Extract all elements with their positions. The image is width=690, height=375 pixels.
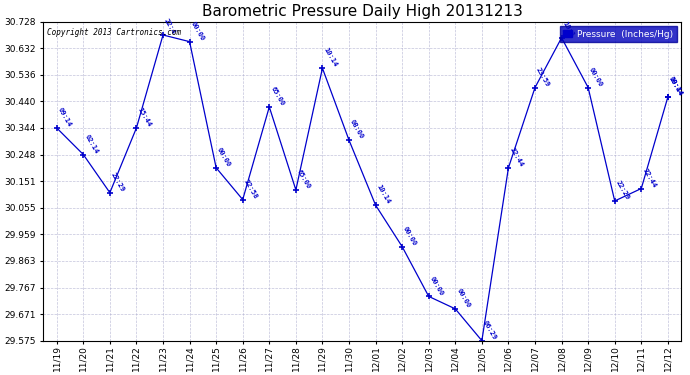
Text: 23:59: 23:59 [535,66,551,87]
Legend: Pressure  (Inches/Hg): Pressure (Inches/Hg) [560,26,677,42]
Text: 19:44: 19:44 [668,75,684,97]
Text: 22:44: 22:44 [509,146,524,168]
Text: 65:00: 65:00 [269,86,285,107]
Text: 22:58: 22:58 [243,178,259,200]
Text: 10:1: 10:1 [562,20,575,38]
Text: 10:14: 10:14 [322,47,338,68]
Text: 00:00: 00:00 [402,225,418,247]
Text: 22:44: 22:44 [641,167,657,189]
Text: 15:44: 15:44 [137,106,152,128]
Text: 09:14: 09:14 [57,106,72,128]
Text: 22:29: 22:29 [615,180,631,201]
Text: 00:00: 00:00 [190,20,206,42]
Text: 00:00: 00:00 [428,275,444,296]
Text: 00:00: 00:00 [588,66,604,87]
Text: 02:14: 02:14 [83,133,99,154]
Text: 65:00: 65:00 [296,168,312,190]
Text: 08:00: 08:00 [349,119,365,140]
Text: 10:14: 10:14 [375,184,391,205]
Text: 00:00: 00:00 [216,146,232,168]
Text: 00:00: 00:00 [455,288,471,309]
Text: 06:29: 06:29 [482,319,497,340]
Text: Copyright 2013 Cartronics.com: Copyright 2013 Cartronics.com [47,28,181,37]
Text: 22:29: 22:29 [110,171,126,193]
Text: 00:14: 00:14 [668,75,684,97]
Text: 22:4: 22:4 [163,17,177,35]
Title: Barometric Pressure Daily High 20131213: Barometric Pressure Daily High 20131213 [202,4,523,19]
